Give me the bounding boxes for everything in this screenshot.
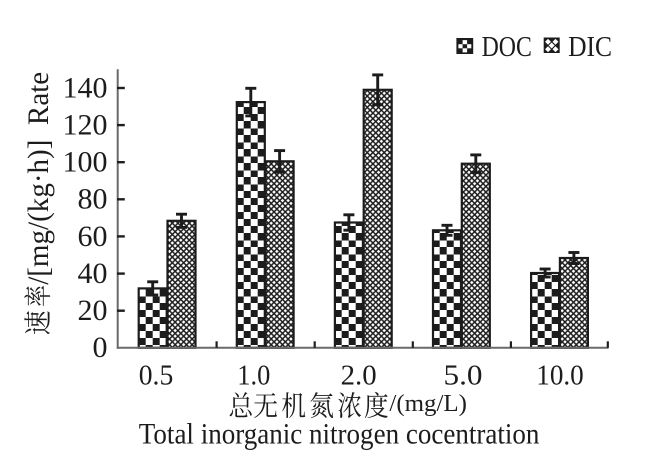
svg-text:20: 20 <box>78 294 108 327</box>
svg-text:80: 80 <box>78 183 108 216</box>
svg-text:Total inorganic nitrogen cocen: Total inorganic nitrogen cocentration <box>139 418 540 451</box>
svg-text:0: 0 <box>93 331 108 364</box>
svg-text:10.0: 10.0 <box>536 359 584 391</box>
svg-text:DOC: DOC <box>482 32 532 63</box>
svg-text:DIC: DIC <box>568 32 612 63</box>
svg-text:40: 40 <box>78 257 108 290</box>
svg-text:0.5: 0.5 <box>139 359 174 391</box>
svg-text:1.0: 1.0 <box>237 359 270 391</box>
svg-text:120: 120 <box>63 109 108 142</box>
svg-text:60: 60 <box>78 220 108 253</box>
svg-text:2.0: 2.0 <box>341 359 377 391</box>
svg-text:/(mg/L): /(mg/L) <box>389 390 467 417</box>
svg-text:5.0: 5.0 <box>444 359 483 391</box>
svg-text:/[mg/(kg·h)] Rate: /[mg/(kg·h)] Rate <box>23 72 55 285</box>
svg-text:100: 100 <box>63 146 108 179</box>
svg-text:140: 140 <box>63 71 108 104</box>
